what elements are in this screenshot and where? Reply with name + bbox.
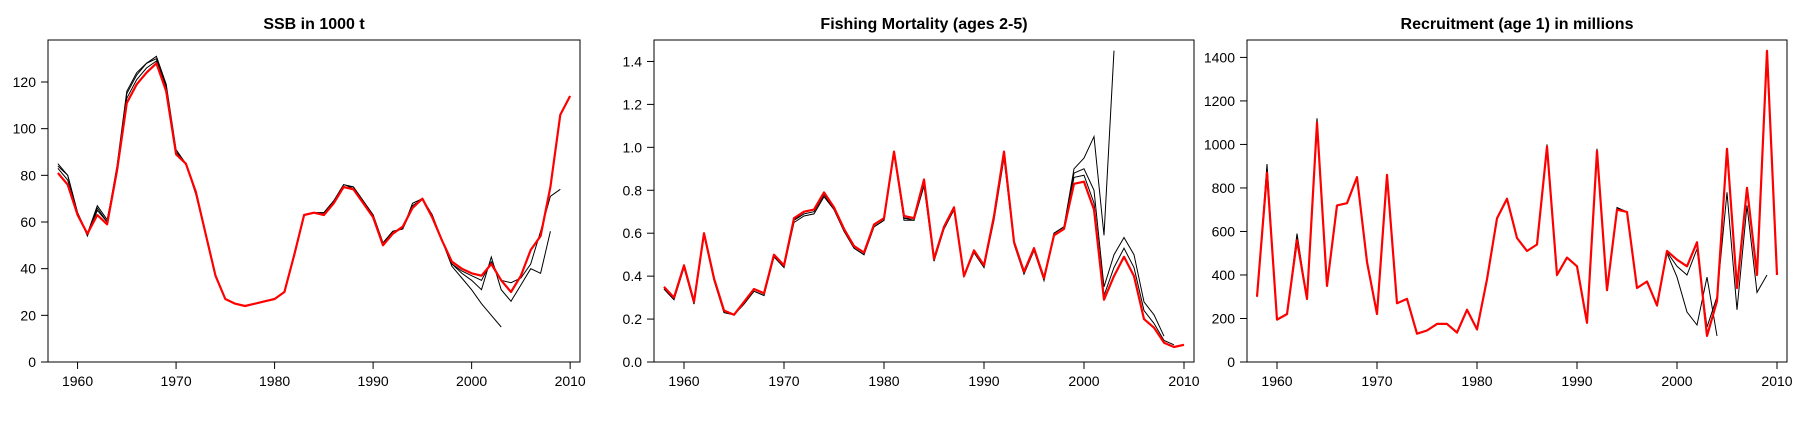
y-tick-label: 0.2 [623,311,643,327]
y-tick-label: 0.6 [623,225,643,241]
y-tick-label: 0.0 [623,354,643,370]
y-tick-label: 600 [1212,223,1236,239]
y-tick-label: 1400 [1204,49,1235,65]
y-tick-label: 120 [13,74,37,90]
retro-series-line-3 [57,60,561,307]
x-tick-label: 2000 [456,373,487,389]
x-tick-label: 1970 [160,373,191,389]
x-tick-label: 1990 [358,373,389,389]
final-series-line [663,150,1185,349]
y-tick-label: 40 [20,261,36,277]
y-tick-label: 800 [1212,180,1236,196]
y-tick-label: 0.8 [623,182,643,198]
x-tick-label: 1990 [968,373,999,389]
x-tick-label: 1980 [1461,373,1492,389]
final-series-line [57,62,572,308]
final-series-line [1255,49,1779,337]
chart-panel-2: Fishing Mortality (ages 2-5) 1960 1970 1980… [623,16,1200,389]
x-tick-label: 1960 [62,373,93,389]
retro-series-line-2 [663,153,1165,337]
x-tick-label: 1970 [1361,373,1392,389]
x-tick-label: 1980 [868,373,899,389]
x-tick-label: 1980 [259,373,290,389]
y-tick-label: 1.0 [623,139,643,155]
chart-title: SSB in 1000 t [263,16,365,33]
x-tick-label: 2000 [1661,373,1692,389]
y-tick-label: 0.4 [623,268,643,284]
x-tick-label: 1960 [668,373,699,389]
x-tick-label: 1960 [1261,373,1292,389]
x-tick-label: 2010 [1761,373,1792,389]
retro-series-line-1 [57,55,502,328]
y-tick-label: 200 [1212,310,1236,326]
x-tick-label: 2010 [1168,373,1199,389]
y-tick-label: 1200 [1204,93,1235,109]
chart-title: Fishing Mortality (ages 2-5) [820,16,1027,33]
y-tick-label: 1.4 [623,53,643,69]
y-tick-label: 60 [20,214,36,230]
chart-title: Recruitment (age 1) in millions [1401,16,1634,33]
plot-frame [653,39,1195,363]
plot-frame [47,39,581,363]
x-tick-label: 2010 [555,373,586,389]
y-tick-label: 1.2 [623,96,643,112]
plot-frame [1246,39,1788,363]
y-tick-label: 1000 [1204,136,1235,152]
x-tick-label: 2000 [1068,373,1099,389]
y-tick-label: 20 [20,307,36,323]
y-tick-label: 0 [28,354,36,370]
chart-panel-3: Recruitment (age 1) in millions 1960 1970 1… [1204,16,1793,389]
y-tick-label: 100 [13,121,37,137]
y-tick-label: 400 [1212,267,1236,283]
y-tick-label: 0 [1227,354,1235,370]
y-tick-label: 80 [20,167,36,183]
x-tick-label: 1990 [1561,373,1592,389]
retro-series-line-1 [1256,118,1718,336]
x-tick-label: 1970 [768,373,799,389]
